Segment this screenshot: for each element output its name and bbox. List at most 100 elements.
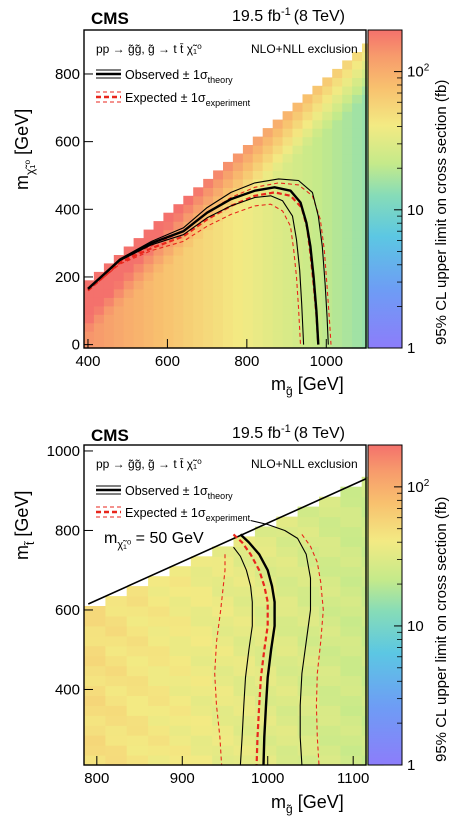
heatmap-cell xyxy=(173,221,184,231)
heatmap-cell xyxy=(84,725,106,736)
heatmap-cell xyxy=(232,195,244,205)
heatmap-cell xyxy=(113,305,125,315)
heatmap-cell xyxy=(342,212,353,222)
heatmap-cell xyxy=(322,85,333,95)
heatmap-cell xyxy=(203,339,214,349)
heatmap-cell xyxy=(282,238,294,248)
heatmap-cell xyxy=(105,725,128,736)
heatmap-cell xyxy=(342,246,353,256)
heatmap-cell xyxy=(302,263,313,273)
heatmap-cell xyxy=(302,314,313,324)
heatmap-cell xyxy=(233,725,256,736)
heatmap-cell xyxy=(352,111,363,121)
heatmap-cell xyxy=(242,314,254,324)
heatmap-cell xyxy=(193,280,204,290)
heatmap-cell xyxy=(352,128,363,138)
heatmap-cell xyxy=(183,255,194,265)
heatmap-cell xyxy=(105,635,128,647)
heatmap-cell xyxy=(242,221,254,231)
heatmap-cell xyxy=(212,615,235,627)
heatmap-cell xyxy=(223,314,234,324)
heatmap-cell xyxy=(297,655,320,667)
heatmap-cell xyxy=(242,305,254,315)
heatmap-cell xyxy=(133,331,145,341)
heatmap-cell xyxy=(332,314,343,324)
observed-contour xyxy=(239,533,276,766)
heatmap-cell xyxy=(212,625,235,637)
heatmap-cell xyxy=(143,322,155,332)
heatmap-cell xyxy=(93,339,105,349)
heatmap-cell xyxy=(190,566,213,577)
heatmap-cell xyxy=(340,606,363,617)
heatmap-cell xyxy=(232,204,244,214)
heatmap-cell xyxy=(292,255,303,265)
heatmap-cell xyxy=(302,128,313,138)
heatmap-cell xyxy=(297,566,320,577)
heatmap-cell xyxy=(302,246,313,256)
heatmap-cell xyxy=(252,339,264,349)
heatmap-cell xyxy=(233,596,256,607)
heatmap-cell xyxy=(190,645,213,657)
heatmap-cell xyxy=(169,596,192,607)
heatmap-cell xyxy=(340,715,363,726)
heatmap-cell xyxy=(362,60,373,70)
x-tick-label: 1000 xyxy=(310,353,343,370)
heatmap-cell xyxy=(212,755,235,766)
heatmap-cell xyxy=(163,221,174,231)
heatmap-cell xyxy=(254,655,277,667)
heatmap-cell xyxy=(282,195,294,205)
heatmap-cell xyxy=(340,695,363,706)
heatmap-cell xyxy=(169,735,192,746)
heatmap-cell xyxy=(362,204,373,214)
y-tick-label: 600 xyxy=(55,602,80,619)
heatmap-cell xyxy=(233,576,256,587)
heatmap-cell xyxy=(223,331,234,341)
heatmap-cell xyxy=(292,102,303,112)
heatmap-cell xyxy=(254,735,277,746)
heatmap-cell xyxy=(302,297,313,307)
heatmap-cell xyxy=(223,288,234,298)
heatmap-cell xyxy=(276,675,299,687)
heatmap-cell xyxy=(212,606,235,617)
heatmap-cell xyxy=(113,314,125,324)
heatmap-cell xyxy=(319,745,341,756)
heatmap-cell xyxy=(362,52,373,62)
heatmap-cell xyxy=(233,715,256,726)
heatmap-cell xyxy=(113,288,125,298)
luminosity-label: 19.5 fb-1 (8 TeV) xyxy=(232,423,345,442)
heatmap-cell xyxy=(297,705,320,716)
heatmap-cell xyxy=(169,695,192,706)
heatmap-cell xyxy=(302,102,313,112)
legend-observed-label: Observed ± 1σtheory xyxy=(125,484,233,501)
heatmap-cell xyxy=(276,586,299,597)
heatmap-cell xyxy=(148,755,171,766)
heatmap-cell xyxy=(342,221,353,231)
heatmap-cell xyxy=(143,271,155,281)
heatmap-cell xyxy=(148,615,171,627)
heatmap-cell xyxy=(163,263,174,273)
heatmap-cell xyxy=(292,212,303,222)
heatmap-cell xyxy=(213,204,224,214)
process-note: NLO+NLL exclusion xyxy=(251,457,358,471)
heatmap-cell xyxy=(153,297,164,307)
heatmap-cell xyxy=(302,238,313,248)
colorbar-tick-label: 1 xyxy=(407,340,415,357)
heatmap-cell xyxy=(332,246,343,256)
heatmap-cell xyxy=(105,615,128,627)
heatmap-cell xyxy=(362,229,373,239)
heatmap-cell xyxy=(292,128,303,138)
y-axis-label: mt̃ [GeV] xyxy=(12,491,37,560)
heatmap-cell xyxy=(163,297,174,307)
heatmap-cell xyxy=(342,102,353,112)
heatmap-cell xyxy=(153,339,164,349)
heatmap-cell xyxy=(276,566,299,577)
heatmap-cell xyxy=(183,331,194,341)
heatmap-cell xyxy=(233,745,256,756)
heatmap-cell xyxy=(153,280,164,290)
heatmap-cell xyxy=(242,246,254,256)
heatmap-cell xyxy=(292,119,303,129)
heatmap-cell xyxy=(213,178,224,188)
heatmap-cell xyxy=(163,322,174,332)
heatmap-cell xyxy=(183,280,194,290)
heatmap-cell xyxy=(169,655,192,667)
